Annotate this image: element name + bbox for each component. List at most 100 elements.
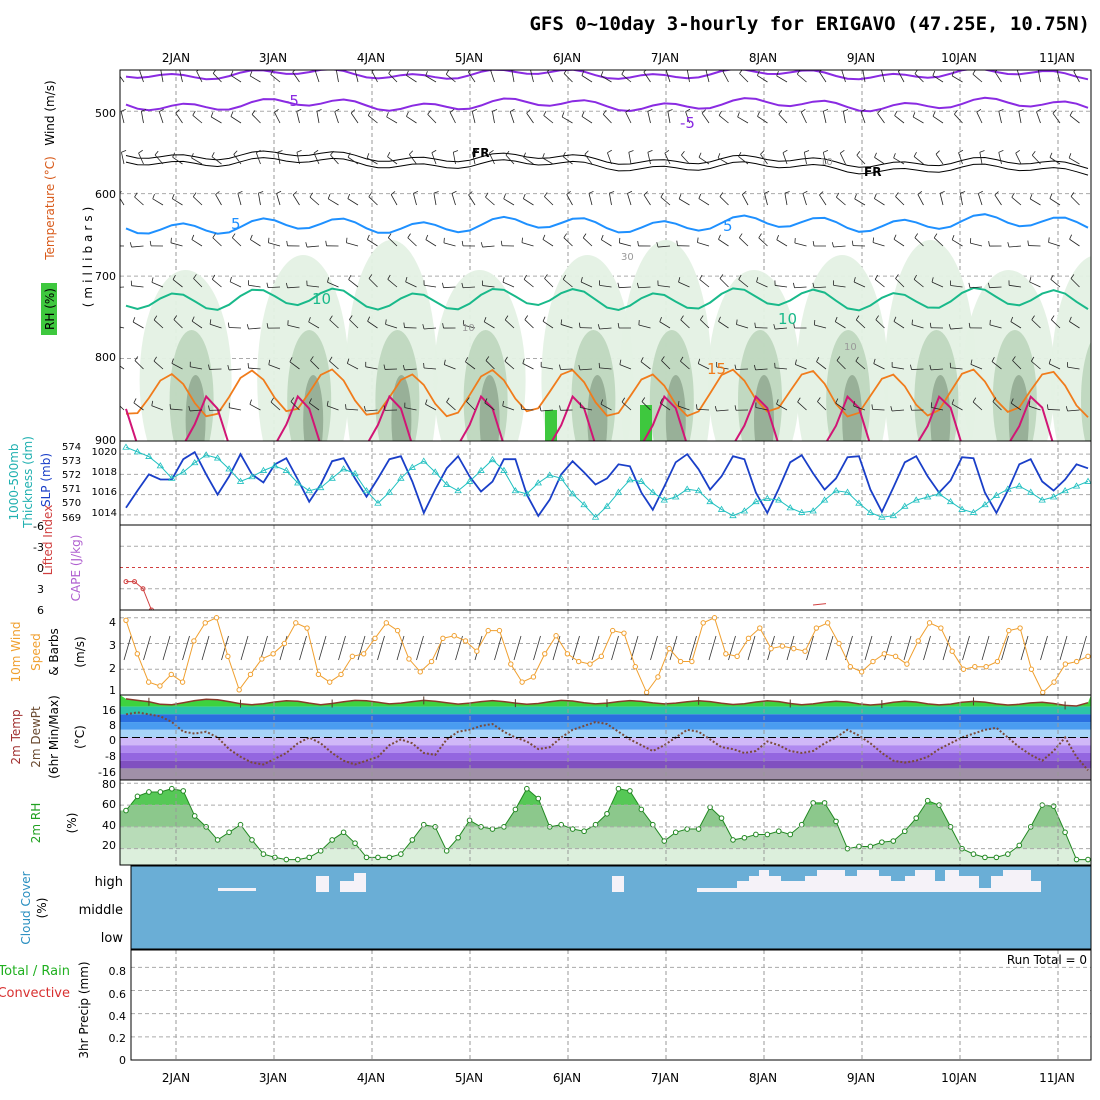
temperature-band	[120, 752, 1091, 761]
wind-barb-flag	[472, 150, 478, 153]
wind-barb-flag	[600, 399, 604, 405]
cloud-gap	[935, 881, 945, 892]
rh-point	[982, 854, 988, 861]
wind-barb	[237, 193, 242, 206]
wind-barb	[446, 401, 456, 411]
wind-barb	[872, 408, 885, 411]
wind-barb-flag	[191, 153, 194, 159]
temp-2m-panel: 16 8 0 -8 -16 2m Temp 2m DewPt (6hr Min/…	[9, 694, 1092, 781]
wind-barb-flag	[609, 191, 615, 194]
wind-speed-point	[383, 620, 390, 626]
y-tick-label: 6	[37, 604, 44, 617]
wind-barb-flag	[978, 190, 983, 194]
wind-speed-point	[1006, 627, 1012, 634]
wind-speed-point	[813, 625, 820, 631]
wind-speed-point	[485, 627, 491, 634]
wind-barb-flag	[1050, 274, 1054, 280]
thickness-point	[763, 494, 772, 501]
temperature-band	[120, 714, 1091, 723]
wind-barb	[931, 406, 944, 411]
y-tick-label: 80	[102, 778, 116, 791]
wind-barb	[1067, 409, 1080, 412]
lifted-index-panel: -6 -3 0 3 6 Lifted Index CAPE (J/kg)	[33, 505, 1092, 617]
cloud-level-label: low	[101, 931, 124, 946]
wind-barb-flag	[931, 277, 934, 283]
wind-speed-point	[327, 679, 333, 685]
wind-barb-flag	[890, 406, 893, 412]
wind-barb	[1079, 635, 1087, 661]
bottom-date-label: 3JAN	[259, 1071, 287, 1085]
wind-barb	[229, 407, 242, 411]
wind-barb-flag	[894, 110, 898, 116]
wind-barb	[521, 242, 534, 247]
wind-barb	[1011, 196, 1022, 206]
thickness-point	[488, 455, 497, 463]
thickness-point	[603, 502, 611, 509]
wind-barb	[855, 319, 866, 329]
rh-point	[123, 807, 129, 814]
wind-barb	[541, 409, 554, 412]
y-tick-label: 700	[95, 270, 116, 283]
wind-barb	[522, 363, 534, 370]
wind-barb	[425, 239, 437, 247]
wind-barb-flag	[285, 282, 288, 288]
wind-barb-flag	[584, 150, 589, 155]
wind-barb-flag	[544, 192, 548, 197]
lifted-index-series	[123, 579, 827, 610]
temperature-contour	[125, 368, 1089, 418]
wind-barb	[619, 242, 632, 247]
thickness-point	[122, 443, 130, 450]
contour-label: 10	[820, 157, 833, 168]
wind-barb-flag	[835, 398, 839, 404]
wind-speed-point	[836, 640, 842, 647]
y-tick-label: 0.8	[109, 965, 127, 978]
rh-point	[867, 843, 874, 850]
wind-barb	[776, 239, 788, 247]
wind-barb	[903, 635, 912, 661]
wind-barb	[190, 409, 203, 412]
thickness-point	[660, 496, 668, 503]
wind-barb-flag	[387, 152, 391, 157]
wind-speed-point	[994, 658, 1001, 665]
wind-barb	[509, 111, 515, 124]
wind-barb	[542, 320, 554, 329]
rh-point	[214, 837, 221, 843]
wind-barb	[664, 152, 671, 165]
wind-barb	[365, 409, 378, 412]
rh-wet-area	[1008, 375, 1029, 441]
thickness-point	[591, 513, 600, 520]
wind-barb	[660, 196, 671, 206]
wind-barb-flag	[346, 237, 348, 243]
wind-barb	[914, 237, 924, 247]
wind-barb-flag	[782, 149, 788, 154]
wind-barb	[1040, 635, 1048, 661]
wind-barb	[1009, 284, 1022, 288]
wind-barb-flag	[330, 150, 334, 156]
wind-barb-flag	[819, 191, 824, 196]
wind-barb	[737, 116, 749, 124]
wind-barb-flag	[192, 192, 197, 197]
rh-point	[375, 854, 381, 861]
thickness-point	[420, 457, 428, 464]
wind-barb	[465, 361, 476, 370]
wind-barb-flag	[309, 192, 313, 198]
wind-barb	[875, 319, 885, 329]
wind-barb-flag	[855, 356, 859, 362]
wind-speed-point	[711, 615, 718, 621]
wind-barb	[911, 324, 924, 329]
wind-barb	[334, 111, 339, 124]
y-tick-label: 0.4	[109, 1010, 127, 1023]
wind-barb-flag	[153, 315, 158, 321]
wind-barb	[368, 278, 378, 288]
wind-barb-flag	[816, 357, 820, 362]
wind-speed-point	[892, 653, 899, 660]
wind-speed-point	[315, 671, 322, 678]
wind-barb-flag	[718, 110, 722, 116]
wind-barb	[563, 237, 573, 247]
cloud-gap	[697, 888, 737, 892]
wind-barbs-label: & Barbs	[47, 628, 61, 676]
wind-barb	[248, 367, 261, 370]
wind-barb-flag	[914, 233, 919, 238]
wind-barb-flag	[227, 322, 230, 328]
wind-barb	[718, 321, 729, 329]
